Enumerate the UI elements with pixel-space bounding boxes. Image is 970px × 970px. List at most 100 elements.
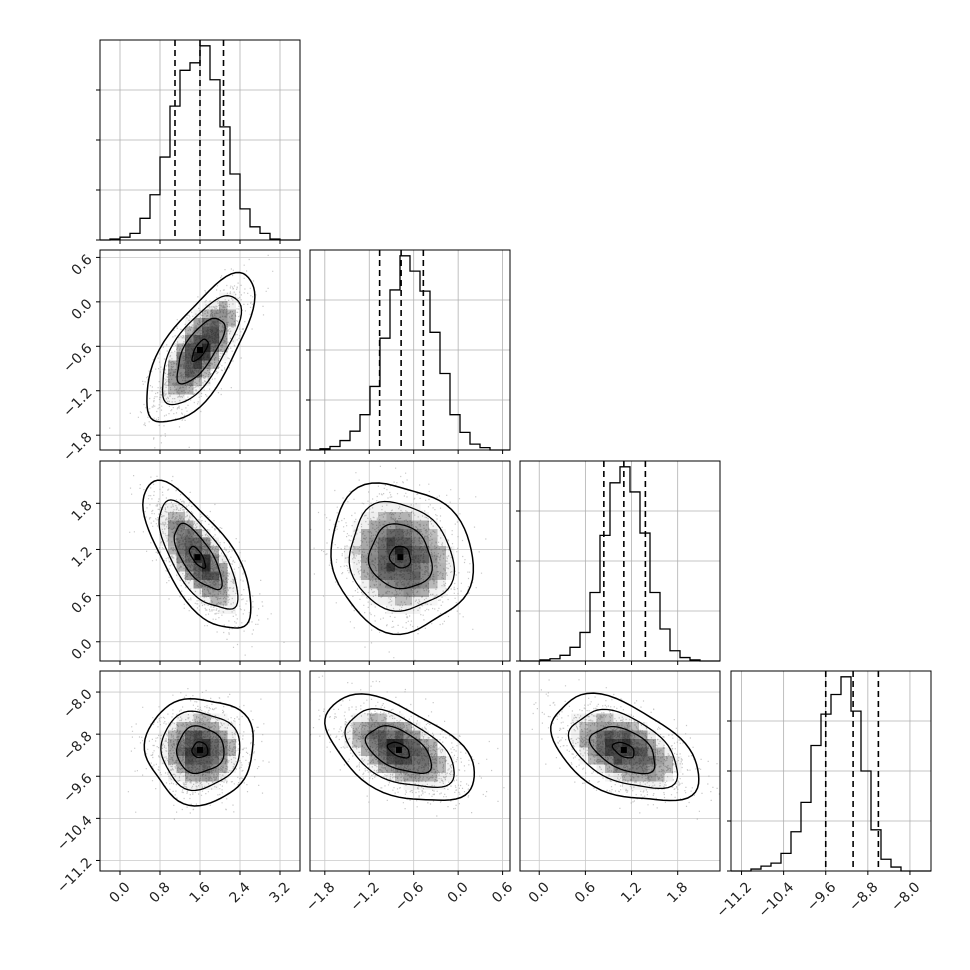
- density-cell: [378, 503, 387, 512]
- density-cell: [210, 730, 219, 739]
- density-cell: [588, 747, 597, 756]
- histogram-step: [731, 676, 931, 872]
- density-cell: [369, 520, 378, 529]
- density-cell: [202, 730, 211, 739]
- density-cell: [210, 747, 219, 756]
- density-cell: [219, 580, 228, 589]
- contour-line: [173, 522, 223, 591]
- density-cell: [193, 318, 202, 327]
- density-cell: [403, 747, 412, 756]
- density-cell: [193, 386, 202, 395]
- density-cell: [159, 386, 168, 395]
- density-cell: [395, 605, 404, 614]
- density-cell: [588, 713, 597, 722]
- density-cell: [352, 730, 361, 739]
- density-cell: [361, 563, 370, 572]
- density-cell: [193, 773, 202, 782]
- density-panel-0-3: [99, 670, 301, 872]
- density-cell: [168, 756, 177, 765]
- density-cell: [210, 326, 219, 335]
- density-cell: [386, 756, 395, 765]
- density-cell: [622, 756, 631, 765]
- density-cell: [437, 554, 446, 563]
- density-cell: [386, 512, 395, 521]
- density-cell: [630, 764, 639, 773]
- density-peak: [194, 554, 201, 561]
- density-cell: [352, 563, 361, 572]
- density-cell: [403, 512, 412, 521]
- density-cell: [429, 773, 438, 782]
- density-cell: [193, 369, 202, 378]
- x-tick-label: −11.2: [713, 879, 755, 921]
- density-cell: [202, 529, 211, 538]
- density-cell: [403, 756, 412, 765]
- density-cell: [395, 773, 404, 782]
- density-cell: [420, 554, 429, 563]
- density-cell: [361, 546, 370, 555]
- panel-content: [310, 461, 510, 661]
- density-cell: [210, 773, 219, 782]
- density-cell: [605, 730, 614, 739]
- density-cell: [664, 764, 673, 773]
- density-cell: [185, 756, 194, 765]
- y-tick-label: −8.0: [60, 686, 95, 721]
- density-cell: [352, 713, 361, 722]
- density-cell: [579, 747, 588, 756]
- density-cell: [429, 764, 438, 773]
- density-cell: [185, 764, 194, 773]
- density-cell: [361, 529, 370, 538]
- density-cell: [193, 377, 202, 386]
- density-cell: [596, 747, 605, 756]
- contour-line: [191, 338, 209, 363]
- panel-content: [520, 671, 720, 871]
- density-cell: [369, 571, 378, 580]
- density-cell: [168, 537, 177, 546]
- density-cell: [647, 781, 656, 790]
- density-cell: [437, 773, 446, 782]
- density-cell: [219, 343, 228, 352]
- density-cell: [210, 597, 219, 606]
- density-cell: [630, 773, 639, 782]
- x-tick-label: −0.6: [392, 879, 427, 914]
- y-tick-label: 1.8: [69, 498, 96, 525]
- contour-line: [143, 697, 254, 807]
- density-cell: [429, 520, 438, 529]
- contour-line: [330, 482, 475, 636]
- density-cell: [579, 739, 588, 748]
- density-cell: [202, 369, 211, 378]
- density-cell: [647, 730, 656, 739]
- density-cell: [219, 326, 228, 335]
- density-cell: [412, 739, 421, 748]
- x-tick-label: 0.0: [445, 879, 472, 906]
- density-cell: [227, 597, 236, 606]
- density-cell: [159, 512, 168, 521]
- y-tick-label: −0.6: [60, 341, 95, 376]
- density-cell: [437, 529, 446, 538]
- density-cell: [437, 571, 446, 580]
- density-cell: [352, 546, 361, 555]
- density-cell: [429, 739, 438, 748]
- density-cell: [639, 773, 648, 782]
- density-cell: [403, 722, 412, 731]
- density-cell: [622, 764, 631, 773]
- density-cell: [369, 580, 378, 589]
- density-cell: [159, 520, 168, 529]
- density-cell: [361, 722, 370, 731]
- density-cell: [403, 588, 412, 597]
- density-cell: [420, 520, 429, 529]
- density-cell: [185, 722, 194, 731]
- density-cell: [656, 739, 665, 748]
- density-cell: [202, 580, 211, 589]
- density-cell: [210, 318, 219, 327]
- density-cell: [202, 713, 211, 722]
- density-cell: [185, 318, 194, 327]
- density-cell: [176, 386, 185, 395]
- density-cell: [210, 739, 219, 748]
- density-cell: [193, 360, 202, 369]
- density-cell: [202, 326, 211, 335]
- density-cell: [176, 503, 185, 512]
- density-cell: [176, 773, 185, 782]
- density-cell: [219, 554, 228, 563]
- density-cell: [378, 537, 387, 546]
- contour-line: [175, 725, 225, 775]
